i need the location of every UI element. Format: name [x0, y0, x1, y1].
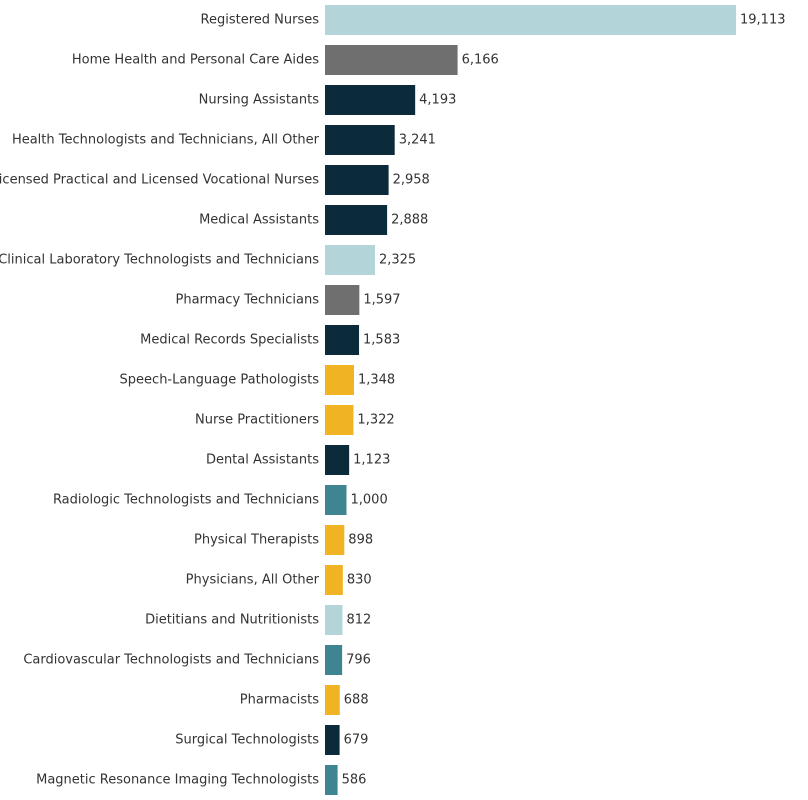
bar[interactable]: [325, 125, 395, 155]
category-label: Magnetic Resonance Imaging Technologists: [36, 773, 319, 788]
value-label: 812: [346, 613, 371, 628]
bar[interactable]: [325, 685, 340, 715]
category-label: Surgical Technologists: [175, 733, 319, 748]
value-label: 3,241: [399, 133, 436, 148]
category-label: Radiologic Technologists and Technicians: [53, 493, 319, 508]
value-label: 2,888: [391, 213, 428, 228]
category-label: Medical Records Specialists: [140, 333, 319, 348]
bar[interactable]: [325, 205, 388, 235]
category-label: Nursing Assistants: [199, 93, 320, 108]
value-label: 796: [346, 653, 371, 668]
bar[interactable]: [325, 365, 354, 395]
bar[interactable]: [325, 285, 360, 315]
category-label: Health Technologists and Technicians, Al…: [12, 133, 320, 148]
category-label: Dental Assistants: [206, 453, 319, 468]
bar[interactable]: [325, 325, 360, 355]
bar[interactable]: [325, 245, 375, 275]
category-label: Nurse Practitioners: [195, 413, 319, 428]
value-label: 1,583: [363, 333, 400, 348]
bar[interactable]: [325, 485, 347, 515]
value-label: 1,322: [357, 413, 394, 428]
bar[interactable]: [325, 605, 343, 635]
bar[interactable]: [325, 405, 354, 435]
category-label: Cardiovascular Technologists and Technic…: [23, 653, 319, 668]
category-label: Dietitians and Nutritionists: [145, 613, 319, 628]
bar[interactable]: [325, 765, 338, 795]
bar[interactable]: [325, 645, 343, 675]
value-label: 898: [348, 533, 373, 548]
value-label: 2,958: [393, 173, 430, 188]
category-label: Pharmacy Technicians: [176, 293, 320, 308]
value-label: 2,325: [379, 253, 416, 268]
value-label: 586: [342, 773, 367, 788]
value-label: 4,193: [419, 93, 456, 108]
category-label: Pharmacists: [240, 693, 319, 708]
category-label: Clinical Laboratory Technologists and Te…: [0, 253, 319, 268]
bar[interactable]: [325, 725, 340, 755]
category-label: Speech-Language Pathologists: [120, 373, 320, 388]
bar[interactable]: [325, 45, 458, 75]
value-label: 1,348: [358, 373, 395, 388]
value-label: 1,123: [353, 453, 390, 468]
bar[interactable]: [325, 165, 389, 195]
value-label: 6,166: [462, 53, 499, 68]
category-label: Physicians, All Other: [186, 573, 320, 588]
category-label: Medical Assistants: [199, 213, 319, 228]
value-label: 688: [344, 693, 369, 708]
value-label: 830: [347, 573, 372, 588]
category-label: Home Health and Personal Care Aides: [72, 53, 319, 68]
category-label: Physical Therapists: [194, 533, 319, 548]
value-label: 19,113: [740, 13, 786, 28]
category-label: Licensed Practical and Licensed Vocation…: [0, 173, 319, 188]
category-label: Registered Nurses: [201, 13, 320, 28]
value-label: 1,000: [351, 493, 388, 508]
bar[interactable]: [325, 5, 736, 35]
value-label: 1,597: [363, 293, 400, 308]
bars-layer: Registered Nurses 19,113 Home Health and P…: [0, 5, 786, 795]
bar[interactable]: [325, 445, 350, 475]
bar[interactable]: [325, 85, 416, 115]
value-label: 679: [344, 733, 369, 748]
bar[interactable]: [325, 525, 345, 555]
bar[interactable]: [325, 565, 343, 595]
